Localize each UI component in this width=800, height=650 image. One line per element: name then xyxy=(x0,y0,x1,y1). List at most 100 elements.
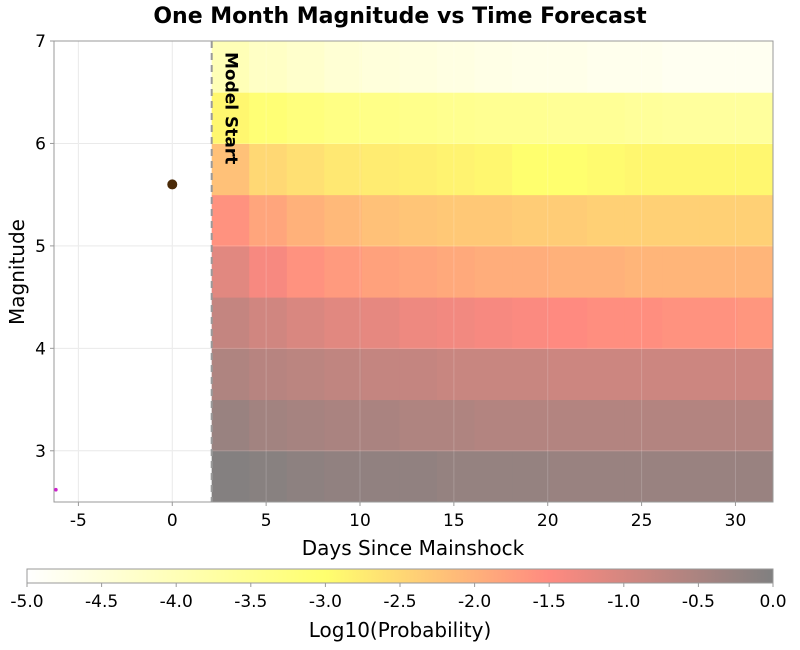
heatmap-cell xyxy=(249,143,288,196)
colorbar-gradient xyxy=(26,568,774,584)
heatmap-cell xyxy=(211,399,250,452)
heatmap-cell xyxy=(624,348,663,401)
x-tick-label: 25 xyxy=(631,511,653,531)
heatmap-cell xyxy=(474,297,513,349)
colorbar-tick-label: -3.5 xyxy=(234,592,267,612)
heatmap-cell xyxy=(399,450,438,503)
heatmap-cell xyxy=(324,194,363,247)
heatmap-cell xyxy=(624,194,663,247)
heatmap-cell xyxy=(211,348,250,401)
heatmap-cell xyxy=(361,297,400,349)
heatmap-cell xyxy=(361,41,400,93)
heatmap-cell xyxy=(549,399,588,452)
colorbar-tick-label: -4.5 xyxy=(85,592,118,612)
heatmap-cell xyxy=(512,92,551,144)
heatmap-cell xyxy=(436,41,476,93)
x-tick-label: 0 xyxy=(167,511,178,531)
heatmap-cell xyxy=(662,399,701,452)
heatmap-cell xyxy=(624,297,663,349)
heatmap-cell xyxy=(549,450,588,503)
heatmap-cell xyxy=(286,399,325,452)
heatmap-cell xyxy=(549,194,588,247)
heatmap-cell xyxy=(249,399,288,452)
heatmap-cell xyxy=(662,92,701,144)
y-tick-label: 3 xyxy=(35,442,46,462)
x-tick-label: 15 xyxy=(443,511,465,531)
plot-border xyxy=(53,40,774,503)
heatmap-cell xyxy=(399,92,438,144)
heatmap-cell xyxy=(699,245,738,298)
colorbar-tick-label: -1.5 xyxy=(533,592,566,612)
heatmap-cell xyxy=(737,245,774,298)
heatmap-cell xyxy=(399,399,438,452)
heatmap-cell xyxy=(324,399,363,452)
heatmap-cell xyxy=(474,194,513,247)
heatmap-cell xyxy=(211,41,250,93)
heatmap-cell xyxy=(549,245,588,298)
heatmap-cell xyxy=(436,143,476,196)
heatmap-cell xyxy=(436,450,476,503)
heatmap-cell xyxy=(737,92,774,144)
heatmap-cell xyxy=(549,143,588,196)
x-axis-ticks: -5 0 5 10 15 20 25 30 xyxy=(70,502,746,531)
heatmap-cell xyxy=(399,41,438,93)
heatmap-cell xyxy=(474,399,513,452)
heatmap-cell xyxy=(662,450,701,503)
heatmap-cell xyxy=(286,143,325,196)
heatmap-cell xyxy=(474,450,513,503)
chart-title: One Month Magnitude vs Time Forecast xyxy=(153,4,647,29)
x-tick-label: -5 xyxy=(70,511,87,531)
heatmap-cell xyxy=(587,92,626,144)
heatmap-cell xyxy=(662,194,701,247)
heatmap-cell xyxy=(286,450,325,503)
heatmap-cell xyxy=(361,143,400,196)
heatmap-cell xyxy=(249,348,288,401)
heatmap-cell xyxy=(699,194,738,247)
heatmap-cell xyxy=(512,297,551,349)
heatmap-cell xyxy=(699,450,738,503)
heatmap-cell xyxy=(436,245,476,298)
heatmap-cell xyxy=(249,245,288,298)
heatmap-cell xyxy=(512,41,551,93)
heatmap-cell xyxy=(436,92,476,144)
heatmap-cell xyxy=(361,348,400,401)
heatmap-cell xyxy=(549,92,588,144)
heatmap-cell xyxy=(587,194,626,247)
heatmap-cell xyxy=(361,450,400,503)
heatmap-cell xyxy=(624,143,663,196)
heatmap-cell xyxy=(286,92,325,144)
heatmap-cell xyxy=(512,245,551,298)
heatmap-cell xyxy=(512,348,551,401)
model-start-marker: Model Start xyxy=(210,41,241,502)
colorbar: -5.0 -4.5 -4.0 -3.5 -3.0 -2.5 -2.0 -1.5 -1.0 -0.5… xyxy=(10,568,787,612)
heatmap-cell xyxy=(549,297,588,349)
observed-points xyxy=(54,179,178,492)
heatmap-cell xyxy=(737,41,774,93)
heatmap-cell xyxy=(324,297,363,349)
heatmap-cell xyxy=(549,348,588,401)
heatmap-cell xyxy=(324,245,363,298)
heatmap-cell xyxy=(286,348,325,401)
x-tick-label: 5 xyxy=(261,511,272,531)
heatmap-cell xyxy=(249,41,288,93)
y-tick-label: 4 xyxy=(35,339,46,359)
heatmap-cell xyxy=(512,399,551,452)
observed-point xyxy=(167,179,178,190)
heatmap-cell xyxy=(399,194,438,247)
heatmap-cell xyxy=(361,399,400,452)
x-tick-label: 10 xyxy=(349,511,371,531)
heatmap-cell xyxy=(436,348,476,401)
heatmap-cell xyxy=(737,450,774,503)
heatmap-cell xyxy=(512,143,551,196)
heatmap-cell xyxy=(211,245,250,298)
heatmap-cell xyxy=(737,143,774,196)
heatmap-cell xyxy=(474,41,513,93)
heatmap-cell xyxy=(662,245,701,298)
heatmap-cell xyxy=(286,297,325,349)
heatmap-cell xyxy=(399,143,438,196)
heatmap-cell xyxy=(211,143,250,196)
colorbar-tick-label: -3.0 xyxy=(309,592,342,612)
heatmap-cell xyxy=(436,297,476,349)
heatmap-cell xyxy=(662,348,701,401)
x-axis-title: Days Since Mainshock xyxy=(302,536,525,560)
